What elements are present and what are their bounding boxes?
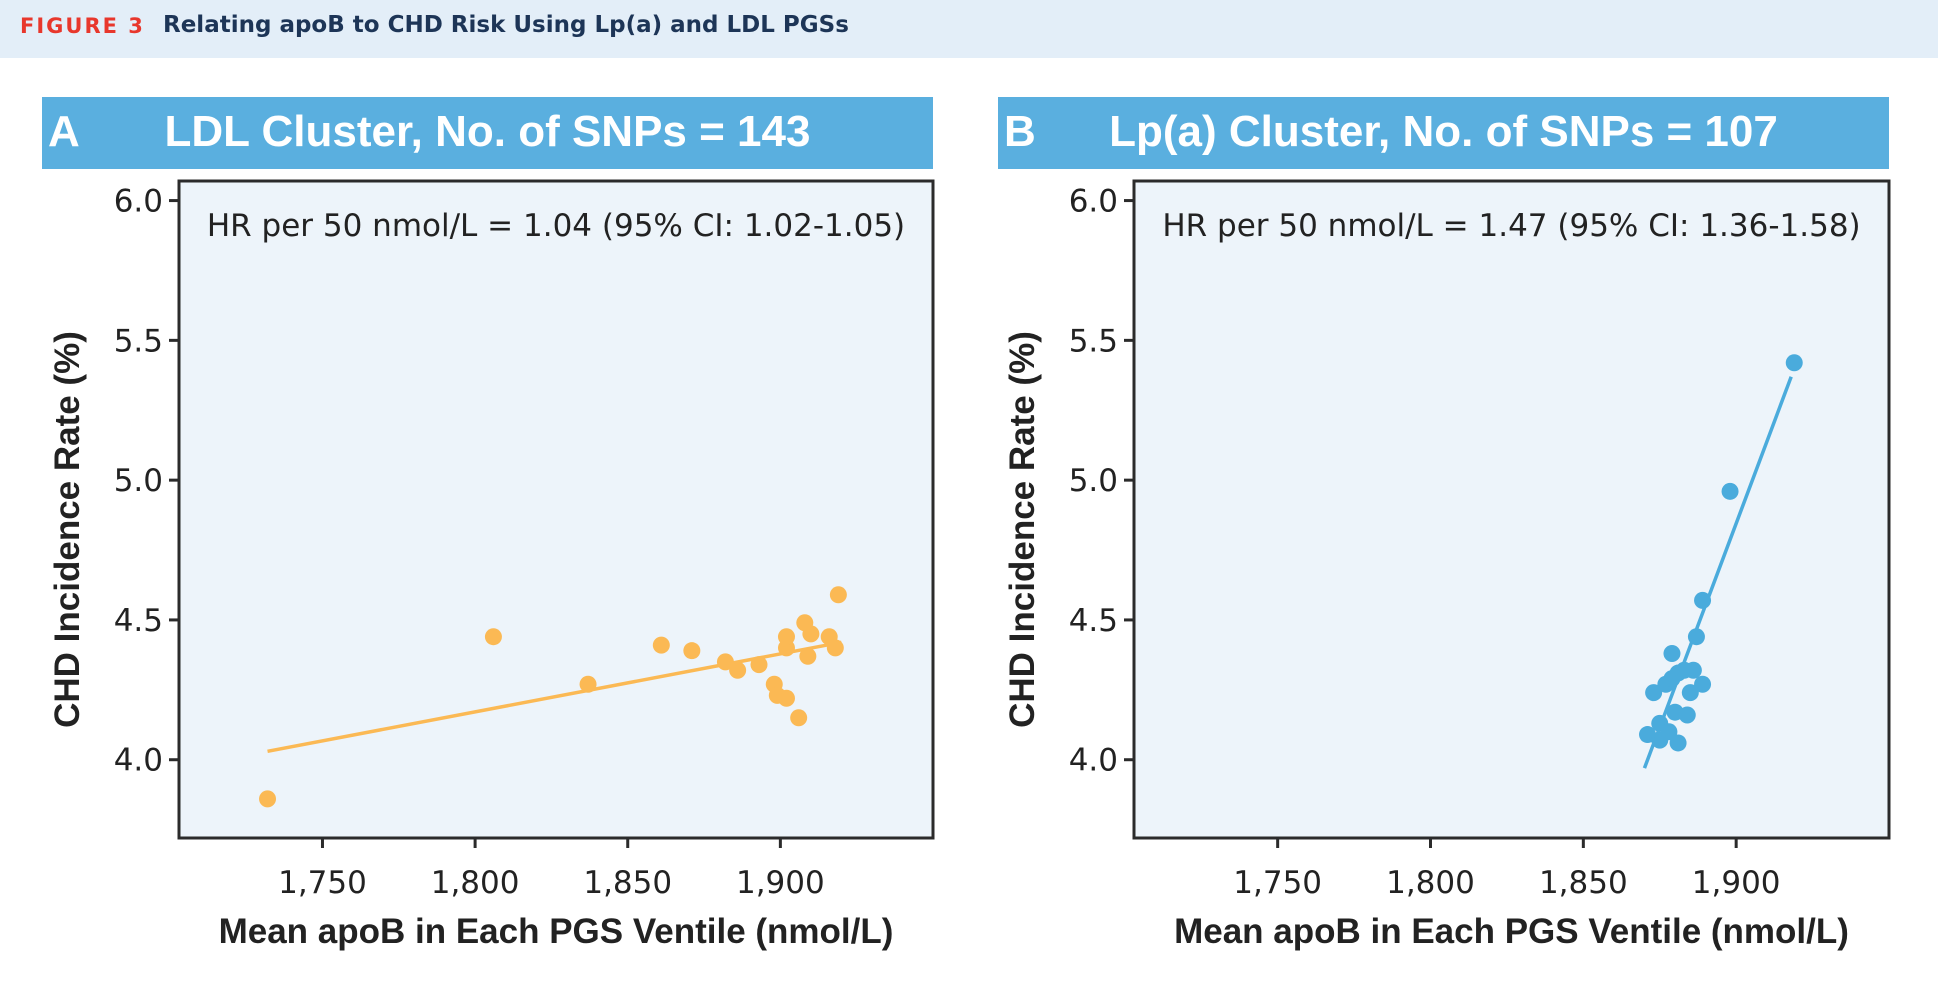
data-point [829,586,847,604]
data-point [790,709,808,727]
panel-a-header: A LDL Cluster, No. of SNPs = 143 [42,97,933,169]
data-point [1645,684,1663,702]
plot-area [1132,179,1891,840]
data-point [1694,591,1712,609]
y-tick-label: 5.0 [1069,463,1118,499]
y-tick-label: 6.0 [114,184,163,220]
data-point [1694,675,1712,693]
data-point [1684,661,1702,679]
panel-b-header: B Lp(a) Cluster, No. of SNPs = 107 [998,97,1889,169]
regression-line [267,640,842,754]
regression-line [1642,376,1793,769]
y-tick-label: 5.5 [114,323,163,359]
data-point [1678,706,1696,724]
x-tick-label: 1,900 [1692,865,1781,901]
figure-title: Relating apoB to CHD Risk Using Lp(a) an… [163,12,849,38]
data-point [750,656,768,674]
data-point [1681,684,1699,702]
data-point [259,790,277,808]
x-tick-label: 1,750 [278,865,367,901]
x-axis-title: Mean apoB in Each PGS Ventile (nmol/L) [1174,912,1849,951]
y-tick-label: 5.5 [1069,323,1118,359]
scatter-chart-a: 4.0 4.5 5.0 5.5 6.0 1,750 1,800 1,850 1,900 Mean … [48,179,935,951]
data-point [777,689,795,707]
data-point [1721,482,1739,500]
hr-annotation: HR per 50 nmol/L = 1.04 (95% CI: 1.02-1.… [207,208,905,244]
y-tick-label: 4.0 [1069,743,1118,779]
y-axis-title: CHD Incidence Rate (%) [1003,331,1042,728]
data-point [802,625,820,643]
x-tick-label: 1,750 [1233,865,1322,901]
y-tick-label: 4.5 [114,603,163,639]
x-tick-label: 1,850 [1539,865,1628,901]
data-point [716,653,734,671]
x-tick-label: 1,800 [431,865,520,901]
x-axis-title: Mean apoB in Each PGS Ventile (nmol/L) [219,912,894,951]
y-tick-label: 4.5 [1069,603,1118,639]
panel-b-title: Lp(a) Cluster, No. of SNPs = 107 [1109,107,1778,156]
y-axis-title: CHD Incidence Rate (%) [48,331,87,728]
data-point [1663,644,1681,662]
x-tick-label: 1,800 [1386,865,1475,901]
data-point [1660,723,1678,741]
data-point [1687,628,1705,646]
data-point [484,628,502,646]
y-tick-label: 4.0 [114,743,163,779]
y-tick-label: 5.0 [114,463,163,499]
plot-area [177,179,935,840]
data-point [1785,354,1803,372]
hr-annotation: HR per 50 nmol/L = 1.47 (95% CI: 1.36-1.… [1162,208,1860,244]
data-point [683,642,701,660]
data-point [729,661,747,679]
panel-b-letter: B [1004,107,1036,156]
data-point [579,675,597,693]
data-point [1669,734,1687,752]
figure-header: FIGURE 3 Relating apoB to CHD Risk Using… [0,0,1938,58]
figure-label: FIGURE 3 [20,14,145,38]
panel-a-title: LDL Cluster, No. of SNPs = 143 [164,107,811,156]
x-tick-label: 1,900 [736,865,825,901]
data-point [652,636,670,654]
data-point [799,647,817,665]
data-point [826,639,844,657]
y-tick-label: 6.0 [1069,184,1118,220]
panel-a-letter: A [48,107,80,156]
data-point [777,628,795,646]
x-tick-label: 1,850 [583,865,672,901]
